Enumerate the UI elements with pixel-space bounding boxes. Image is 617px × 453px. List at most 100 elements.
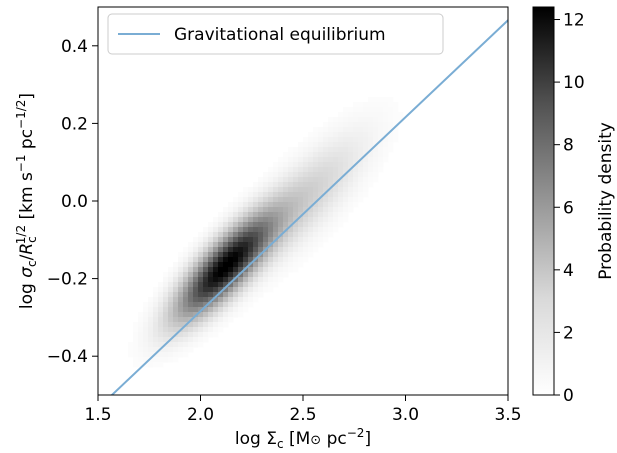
- density-cell: [238, 292, 244, 298]
- density-cell: [273, 212, 279, 218]
- density-cell: [368, 122, 374, 128]
- density-cell: [303, 237, 309, 243]
- density-cell: [343, 202, 349, 208]
- density-cell: [193, 262, 199, 268]
- density-cell: [293, 267, 299, 273]
- density-cell: [238, 237, 244, 243]
- density-cell: [338, 167, 344, 173]
- density-cell: [203, 247, 209, 253]
- density-cell: [218, 252, 224, 258]
- density-cell: [338, 222, 344, 228]
- density-cell: [278, 237, 284, 243]
- density-cell: [268, 197, 274, 203]
- density-cell: [343, 212, 349, 218]
- density-cell: [228, 267, 234, 273]
- density-cell: [283, 192, 289, 198]
- density-cell: [278, 207, 284, 213]
- legend-label: Gravitational equilibrium: [174, 25, 386, 45]
- density-cell: [173, 277, 179, 283]
- density-cell: [348, 177, 354, 183]
- density-cell: [163, 332, 169, 338]
- density-cell: [253, 292, 259, 298]
- density-cell: [383, 122, 389, 128]
- density-cell: [198, 237, 204, 243]
- density-cell: [198, 242, 204, 248]
- density-cell: [148, 327, 154, 333]
- density-cell: [323, 157, 329, 163]
- density-cell: [318, 167, 324, 173]
- density-cell: [213, 312, 219, 318]
- density-cell: [388, 107, 394, 113]
- density-cell: [353, 107, 359, 113]
- density-cell: [278, 202, 284, 208]
- density-cell: [303, 147, 309, 153]
- density-cell: [198, 267, 204, 273]
- density-cell: [273, 192, 279, 198]
- density-cell: [333, 202, 339, 208]
- density-cell: [163, 347, 169, 353]
- density-cell: [353, 192, 359, 198]
- density-cell: [333, 122, 339, 128]
- density-cell: [203, 267, 209, 273]
- density-cell: [213, 257, 219, 263]
- density-cell: [268, 257, 274, 263]
- density-cell: [258, 292, 264, 298]
- density-cell: [268, 277, 274, 283]
- density-cell: [263, 197, 269, 203]
- density-cell: [293, 207, 299, 213]
- density-cell: [208, 292, 214, 298]
- density-cell: [343, 142, 349, 148]
- density-cell: [388, 102, 394, 108]
- density-cell: [163, 357, 169, 363]
- density-cell: [353, 132, 359, 138]
- density-cell: [133, 332, 139, 338]
- density-cell: [228, 227, 234, 233]
- density-cell: [193, 292, 199, 298]
- x-axis: 1.5 2.0 2.5 3.0 3.5: [84, 395, 522, 425]
- density-cell: [358, 117, 364, 123]
- legend: Gravitational equilibrium: [107, 13, 444, 55]
- density-cell: [268, 187, 274, 193]
- density-cell: [263, 202, 269, 208]
- density-cell: [298, 207, 304, 213]
- density-cell: [308, 192, 314, 198]
- density-cell: [223, 217, 229, 223]
- density-cell: [348, 202, 354, 208]
- density-cell: [318, 157, 324, 163]
- density-cell: [373, 122, 379, 128]
- density-cell: [343, 112, 349, 118]
- density-cell: [253, 202, 259, 208]
- density-cell: [338, 122, 344, 128]
- density-cell: [143, 357, 149, 363]
- density-cell: [243, 192, 249, 198]
- density-cell: [263, 217, 269, 223]
- density-cell: [268, 282, 274, 288]
- density-cell: [198, 322, 204, 328]
- density-cell: [238, 232, 244, 238]
- density-cell: [288, 242, 294, 248]
- density-cell: [228, 242, 234, 248]
- density-cell: [148, 362, 154, 368]
- density-cell: [158, 337, 164, 343]
- density-cell: [298, 242, 304, 248]
- density-cell: [233, 257, 239, 263]
- density-cell: [163, 297, 169, 303]
- density-cell: [308, 212, 314, 218]
- density-cell: [213, 227, 219, 233]
- y-tick-label: 0.2: [61, 114, 88, 134]
- density-cell: [228, 292, 234, 298]
- density-cell: [373, 132, 379, 138]
- density-cell: [258, 212, 264, 218]
- density-cell: [253, 267, 259, 273]
- density-cell: [293, 242, 299, 248]
- density-cell: [263, 237, 269, 243]
- density-cell: [213, 327, 219, 333]
- density-cell: [278, 257, 284, 263]
- density-cell: [298, 222, 304, 228]
- density-cell: [333, 212, 339, 218]
- density-cell: [328, 157, 334, 163]
- density-cell: [228, 272, 234, 278]
- density-cell: [243, 197, 249, 203]
- density-cell: [173, 327, 179, 333]
- density-cell: [188, 252, 194, 258]
